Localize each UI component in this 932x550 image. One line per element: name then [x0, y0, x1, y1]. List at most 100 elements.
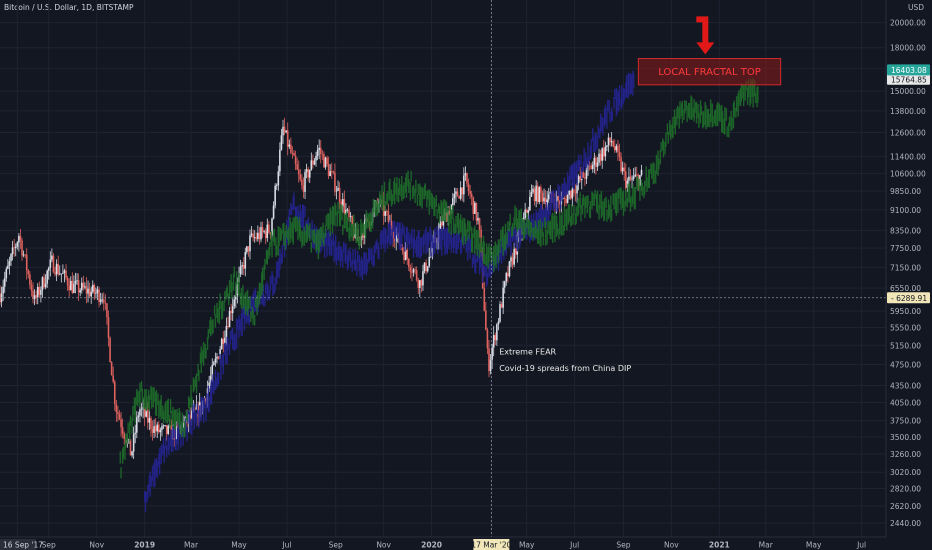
- y-tick-label: 4050.00: [890, 398, 921, 407]
- candle-body: [228, 310, 231, 328]
- candle-body: [599, 153, 602, 161]
- candle-body: [634, 174, 637, 177]
- candle-body: [40, 289, 42, 295]
- candle-body: [610, 141, 613, 143]
- y-tick-label: 5550.00: [890, 324, 921, 333]
- candle-body: [363, 220, 366, 238]
- candle-body: [540, 187, 542, 193]
- candle-body: [21, 240, 23, 256]
- candle-body: [593, 157, 596, 165]
- candle-body: [82, 282, 85, 288]
- candle-body: [205, 398, 207, 401]
- candle-body: [77, 280, 80, 293]
- y-tick-label: 2820.00: [890, 485, 921, 494]
- candle-body: [104, 302, 107, 304]
- candle-body: [502, 287, 504, 308]
- candle-body: [343, 199, 346, 214]
- candle-body: [62, 272, 64, 274]
- candle-body: [120, 419, 122, 428]
- candle-body: [598, 153, 600, 163]
- candle-body: [233, 299, 236, 307]
- candle-body: [264, 231, 267, 239]
- candle-body: [5, 268, 8, 279]
- candle-body: [249, 235, 251, 252]
- candle-body: [612, 141, 615, 147]
- candle-body: [161, 426, 163, 430]
- x-tick-label: 17 Mar '20: [471, 541, 511, 550]
- candle-body: [478, 217, 481, 230]
- price-tag-bg: [887, 64, 930, 76]
- candle-body: [302, 185, 305, 192]
- candle-body: [406, 249, 409, 259]
- candle-body: [524, 209, 526, 218]
- candle-body: [441, 221, 443, 226]
- candle-body: [549, 191, 552, 195]
- candle-body: [346, 209, 349, 211]
- candle-body: [214, 358, 217, 363]
- candle-body: [408, 258, 410, 268]
- candle-body: [362, 233, 365, 238]
- candle-body: [269, 232, 272, 235]
- candle-body: [110, 361, 113, 376]
- price-tag-label: 16403.08: [891, 66, 927, 75]
- candle-body: [183, 423, 185, 432]
- candle-body: [293, 153, 295, 156]
- candle-body: [491, 347, 493, 360]
- candle-body: [547, 194, 550, 200]
- x-tick-label: Jul: [569, 541, 579, 550]
- y-tick-label: 3500.00: [890, 433, 921, 442]
- candle-body: [569, 190, 572, 199]
- candle-body: [150, 418, 152, 430]
- candle-body: [87, 288, 89, 294]
- candle-body: [312, 160, 314, 165]
- candle-body: [88, 288, 91, 297]
- candle-body: [483, 288, 486, 311]
- candle-body: [337, 187, 339, 191]
- candle-body: [194, 408, 196, 410]
- candle-body: [263, 231, 265, 233]
- candle-body: [401, 247, 404, 251]
- candle-body: [33, 295, 36, 300]
- candle-body: [466, 173, 468, 184]
- candle-body: [132, 433, 135, 452]
- candle-body: [533, 188, 536, 202]
- candle-body: [165, 425, 168, 434]
- candle-body: [291, 152, 294, 154]
- candle-body: [596, 162, 599, 167]
- candle-body: [250, 233, 253, 236]
- candle-body: [162, 425, 165, 427]
- candle-body: [24, 254, 26, 256]
- candle-body: [140, 408, 143, 410]
- candle-body: [477, 217, 479, 221]
- candle-body: [290, 144, 292, 153]
- candle-body: [489, 359, 492, 372]
- candle-body: [74, 280, 77, 284]
- candle-body: [453, 193, 456, 199]
- candle-body: [260, 227, 262, 240]
- candle-body: [65, 270, 67, 278]
- candle-body: [373, 206, 376, 211]
- candle-body: [591, 164, 594, 170]
- x-tick-label: Nov: [376, 541, 391, 550]
- fractal-top-box: [637, 58, 782, 86]
- candle-body: [629, 176, 632, 180]
- crosshair: [0, 0, 886, 537]
- x-tick-label: Mar: [184, 541, 199, 550]
- candle-body: [19, 235, 22, 241]
- candle-body: [285, 130, 287, 133]
- candle-body: [217, 356, 220, 359]
- candle-body: [261, 227, 264, 232]
- candle-body: [326, 157, 328, 164]
- y-tick-label: 9850.00: [890, 187, 921, 196]
- candle-body: [587, 165, 589, 167]
- candle-body: [411, 271, 413, 273]
- candle-body: [390, 220, 393, 231]
- y-tick-label: 20000.00: [890, 19, 926, 28]
- candle-body: [635, 174, 638, 176]
- candle-body: [582, 172, 585, 178]
- candle-body: [510, 257, 512, 262]
- candle-body: [135, 417, 138, 433]
- candle-body: [458, 196, 460, 199]
- candle-body: [613, 146, 616, 151]
